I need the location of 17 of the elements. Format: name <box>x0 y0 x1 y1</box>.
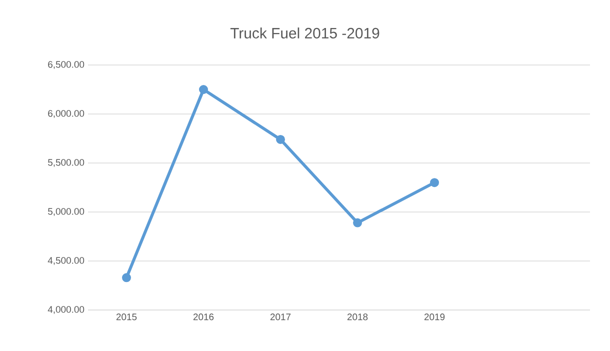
x-tick-label: 2015 <box>116 314 137 320</box>
point <box>353 218 362 228</box>
y-tick-label: 6,000.00 <box>48 110 84 118</box>
x-tick-label: 2018 <box>347 314 368 320</box>
point <box>199 84 208 94</box>
point <box>276 134 286 144</box>
y-tick-label: 5,500.00 <box>48 159 84 167</box>
y-tick-label: 4,500.00 <box>48 257 84 265</box>
x-tick-label: 2019 <box>424 314 445 320</box>
y-tick-label: 6,500.00 <box>48 61 84 69</box>
chart-title: Truck Fuel 2015 -2019 <box>230 28 380 38</box>
x-tick-label: 2016 <box>193 314 214 320</box>
y-tick-label: 5,000.00 <box>48 208 84 216</box>
y-tick-label: 4,000.00 <box>48 306 84 314</box>
x-tick-label: 2017 <box>270 314 291 320</box>
point <box>430 178 440 188</box>
point <box>122 273 131 282</box>
